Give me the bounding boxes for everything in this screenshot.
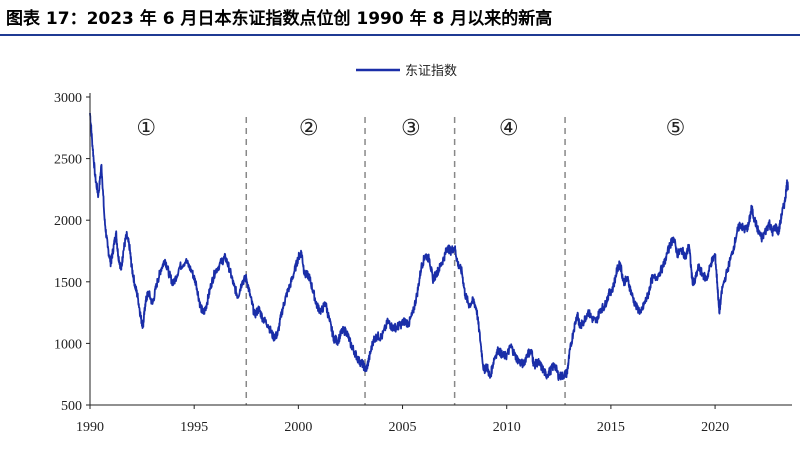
x-tick-label: 1990 [76,420,104,435]
x-tick-label: 2020 [701,420,729,435]
series-line-topix [89,112,789,381]
period-dividers [245,117,566,405]
x-tick-label: 2010 [493,420,521,435]
x-tick-label: 2000 [284,420,312,435]
period-label: ① [136,116,156,141]
series [89,112,789,381]
y-tick-label: 500 [61,399,82,414]
x-tick-label: 2015 [597,420,625,435]
y-tick-label: 1000 [54,337,82,352]
title-rule [0,34,800,36]
axes: 3000 2500 2000 1500 1000 500 1990 1995 2000 2005 2… [54,91,792,435]
y-tick-label: 2000 [54,214,82,229]
x-tick-label: 2005 [389,420,417,435]
period-labels: ① ② ③ ④ ⑤ [136,116,685,141]
y-tick-label: 2500 [54,153,82,168]
x-tick-label: 1995 [180,420,208,435]
legend-label: 东证指数 [405,64,457,79]
chart-title: 图表 17：2023 年 6 月日本东证指数点位创 1990 年 8 月以来的新… [6,9,553,29]
period-label: ⑤ [666,116,686,141]
period-label: ③ [401,116,421,141]
period-label: ④ [499,116,519,141]
period-label: ② [299,116,319,141]
legend: 东证指数 [356,64,457,79]
y-tick-label: 1500 [54,276,82,291]
y-tick-label: 3000 [54,91,82,106]
